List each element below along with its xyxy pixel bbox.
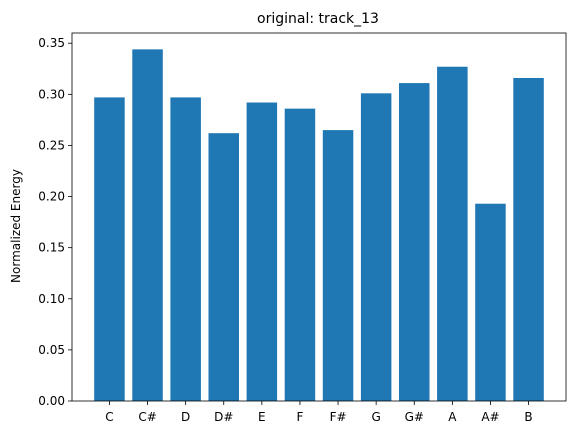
bars-layer — [94, 49, 544, 402]
x-tick-label: G# — [405, 410, 424, 424]
bar-c-sharp — [132, 49, 163, 402]
x-tick-label: D — [181, 410, 190, 424]
bar-a — [437, 66, 468, 401]
bar-d — [170, 97, 201, 402]
y-tick-label: 0.20 — [38, 190, 65, 204]
bar-c — [94, 97, 125, 402]
bar-b — [513, 77, 544, 401]
x-tick-label: D# — [214, 410, 233, 424]
y-tick-label: 0.15 — [38, 241, 65, 255]
y-tick-label: 0.30 — [38, 87, 65, 101]
axes-layer — [71, 32, 567, 402]
chart-title: original: track_13 — [257, 11, 379, 27]
x-tick-label: F — [296, 410, 303, 424]
plot-frame — [71, 32, 567, 402]
bar-g-sharp — [399, 83, 430, 401]
bar-f-sharp — [322, 130, 354, 402]
x-tick-label: A — [448, 410, 457, 424]
bar-a-sharp — [475, 203, 506, 401]
y-tick-label: 0.10 — [38, 292, 65, 306]
bar-f — [284, 108, 316, 401]
bar-d-sharp — [208, 133, 239, 401]
x-tick-label: G — [371, 410, 380, 424]
bar-e — [246, 102, 278, 401]
y-tick-label: 0.00 — [38, 394, 65, 408]
x-tick-label: C# — [138, 410, 156, 424]
x-tick-label: F# — [330, 410, 347, 424]
ticks-layer: C C# D D# E F F# G G# A A# B 0.00 0.05 0.10 0.15 0.20 0.2… — [38, 36, 532, 424]
y-tick-label: 0.05 — [38, 343, 65, 357]
y-axis-label: Normalized Energy — [9, 169, 23, 283]
bar-g — [360, 93, 392, 401]
x-tick-label: A# — [481, 410, 499, 424]
y-tick-label: 0.25 — [38, 138, 65, 152]
x-tick-label: C — [105, 410, 113, 424]
x-tick-label: E — [258, 410, 266, 424]
y-tick-label: 0.35 — [38, 36, 65, 50]
x-tick-label: B — [524, 410, 532, 424]
